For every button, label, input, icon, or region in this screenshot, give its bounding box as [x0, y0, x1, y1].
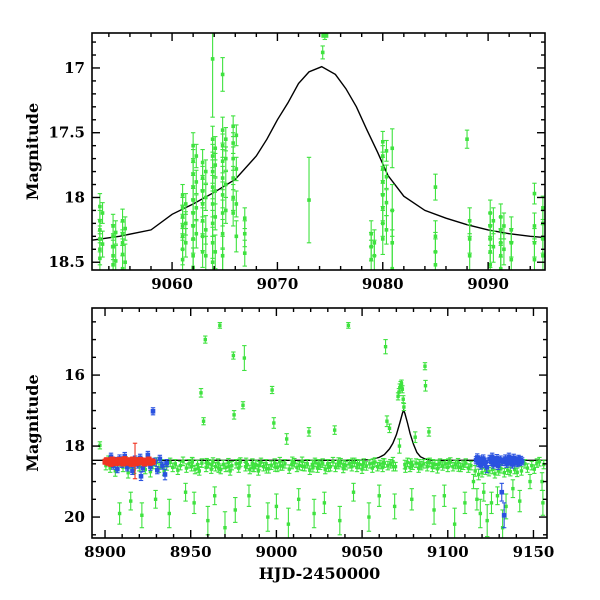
bottom-xtick-label: 9000 [256, 543, 298, 561]
top-axes-frame [91, 32, 546, 271]
bottom-ytick-label: 18 [64, 437, 85, 455]
bottom-xtick-label: 8900 [84, 543, 126, 561]
top-model-curve [92, 65, 545, 241]
top-panel: 9060 9070 9080 9090 17 17.5 18 18.5 Magnitude [23, 32, 546, 293]
bottom-xtick-label: 8950 [170, 543, 212, 561]
top-ytick-label: 17.5 [48, 124, 85, 142]
top-xtick-label: 9060 [151, 275, 193, 293]
bottom-axes-frame [91, 307, 548, 539]
top-data-layer [92, 33, 545, 270]
bottom-ticks: 8900 8950 9000 9050 9100 9150 16 18 20 [64, 308, 554, 561]
top-ytick-label: 18 [64, 188, 85, 206]
bottom-ytick-label: 16 [64, 366, 85, 384]
ground-survey-green-series [97, 322, 546, 538]
top-xtick-label: 9080 [362, 275, 404, 293]
bottom-data-layer [92, 322, 547, 538]
ground-survey-green-series [97, 33, 545, 270]
bottom-model-curve [92, 408, 547, 461]
followup-red-series [102, 442, 156, 480]
bottom-y-axis-title: Magnitude [23, 374, 42, 471]
bottom-xtick-label: 9150 [513, 543, 555, 561]
top-xtick-label: 9090 [467, 275, 509, 293]
top-ytick-label: 18.5 [48, 253, 85, 271]
bottom-xtick-label: 9050 [341, 543, 383, 561]
top-xtick-label: 9070 [257, 275, 299, 293]
bottom-ytick-label: 20 [64, 508, 85, 526]
top-y-axis-title: Magnitude [23, 103, 42, 200]
bottom-xtick-label: 9100 [427, 543, 469, 561]
bottom-panel: 8900 8950 9000 9050 9100 9150 16 18 20 Magnitude H… [23, 307, 554, 583]
bottom-x-axis-title: HJD-2450000 [259, 564, 380, 583]
top-ytick-label: 17 [64, 59, 85, 77]
top-ticks: 9060 9070 9080 9090 17 17.5 18 18.5 [48, 33, 545, 293]
